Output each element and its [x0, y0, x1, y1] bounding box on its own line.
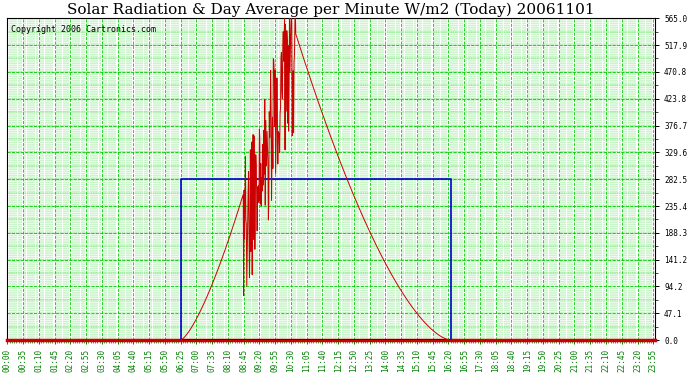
Title: Solar Radiation & Day Average per Minute W/m2 (Today) 20061101: Solar Radiation & Day Average per Minute… — [68, 3, 595, 17]
Text: Copyright 2006 Cartronics.com: Copyright 2006 Cartronics.com — [10, 25, 155, 34]
